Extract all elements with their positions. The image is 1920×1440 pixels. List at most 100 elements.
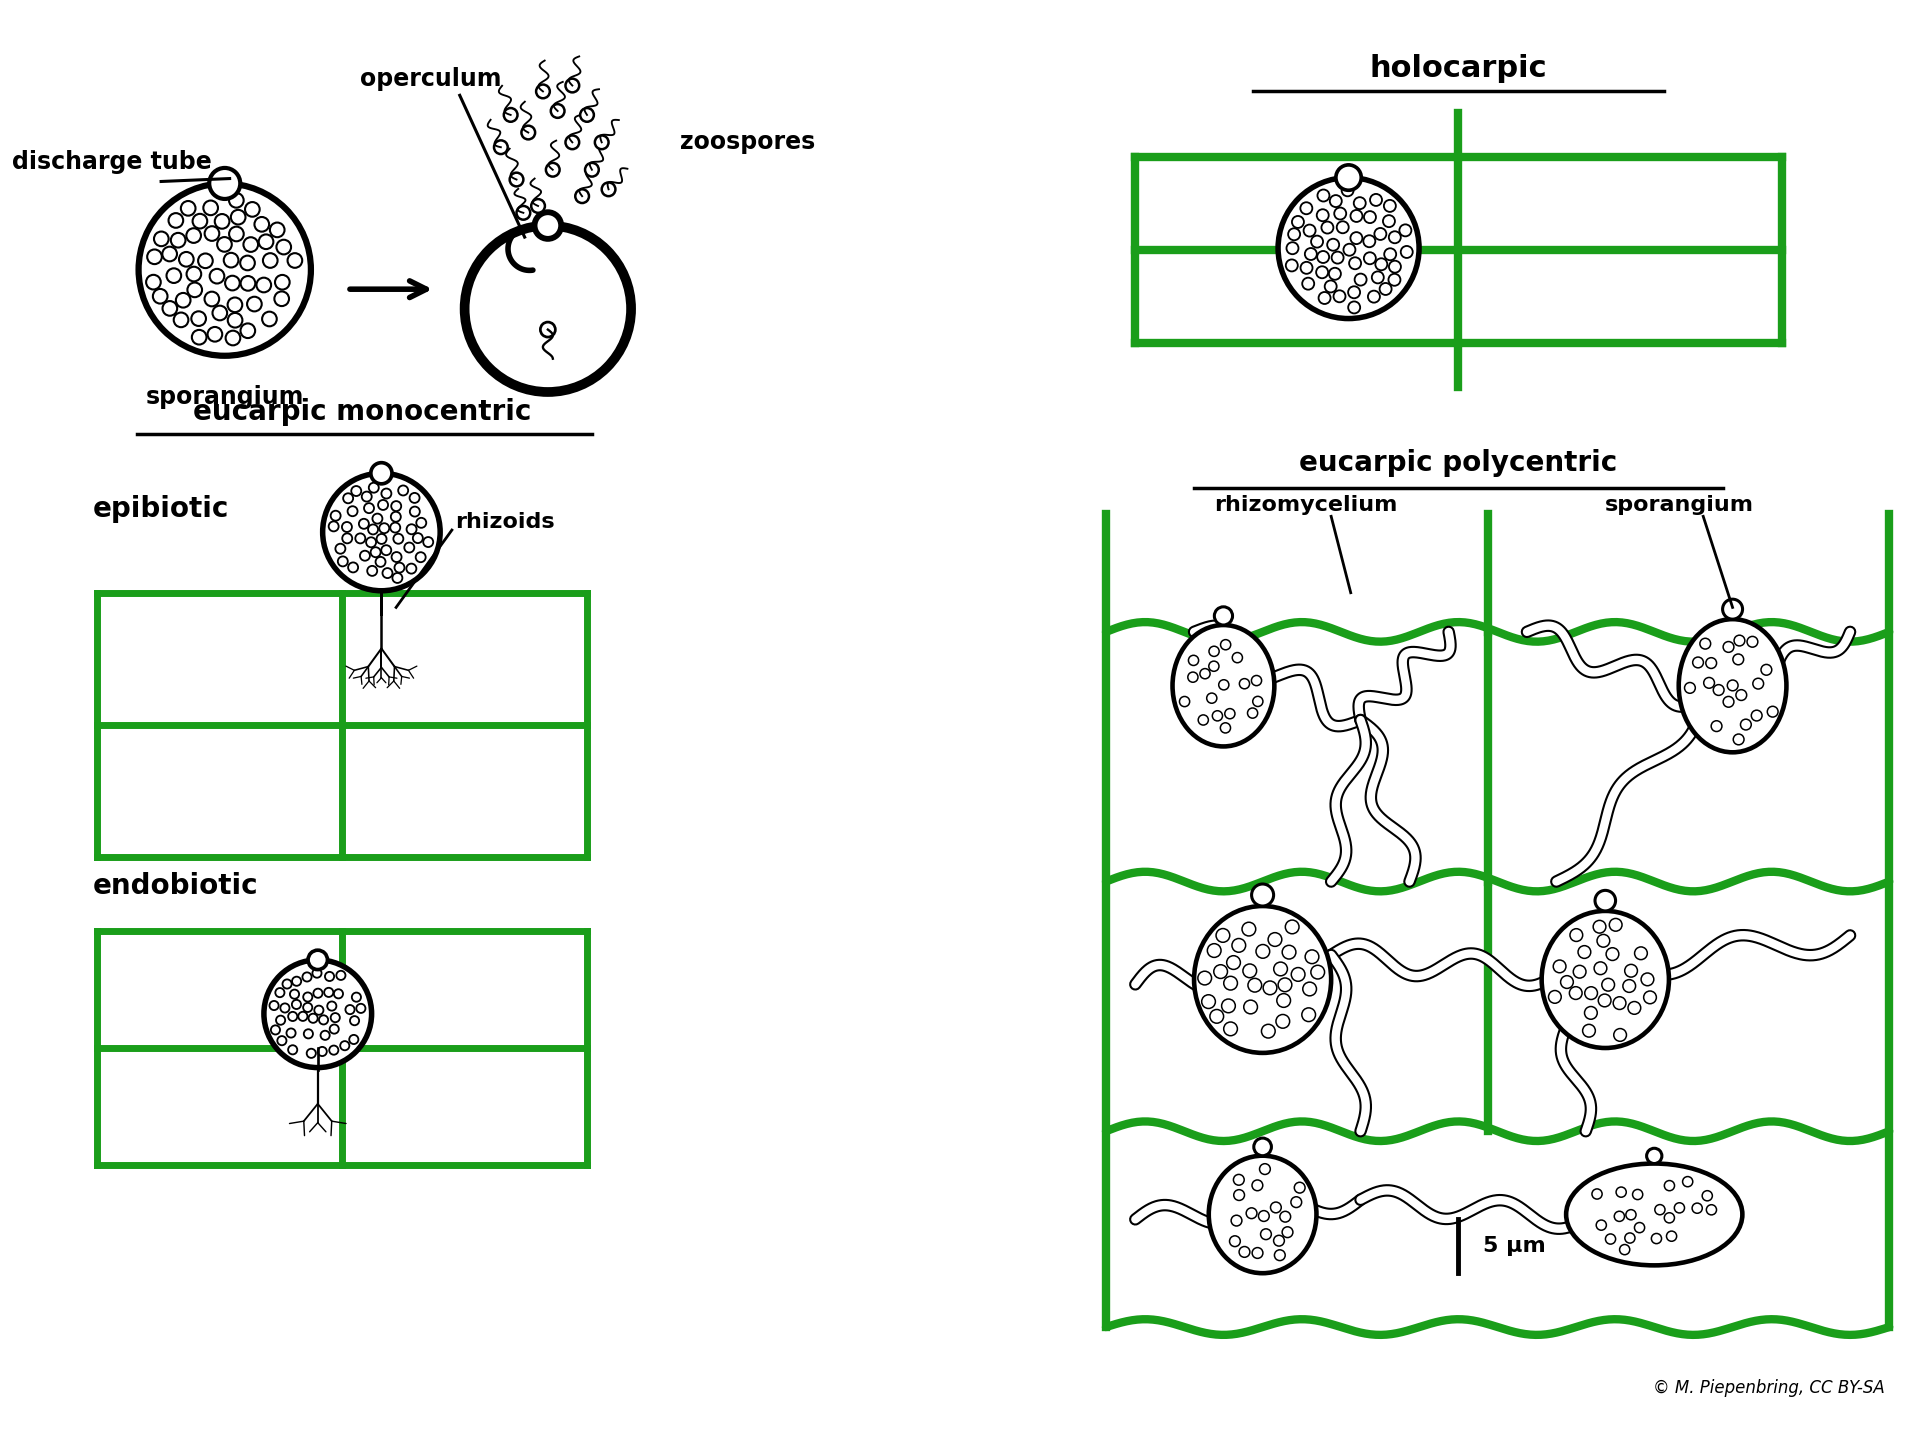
Circle shape (1584, 1007, 1597, 1020)
Text: © M. Piepenbring, CC BY-SA: © M. Piepenbring, CC BY-SA (1653, 1378, 1884, 1397)
Circle shape (1601, 978, 1615, 991)
Circle shape (1624, 1233, 1636, 1243)
Circle shape (1348, 287, 1359, 298)
Circle shape (380, 523, 390, 533)
Circle shape (1221, 723, 1231, 733)
Circle shape (276, 1037, 286, 1045)
Circle shape (1290, 1197, 1302, 1208)
Circle shape (371, 547, 380, 557)
Circle shape (215, 215, 228, 229)
Circle shape (355, 533, 365, 543)
Circle shape (1302, 1008, 1315, 1021)
Circle shape (1388, 232, 1402, 243)
Text: eucarpic monocentric: eucarpic monocentric (192, 397, 532, 426)
Circle shape (1592, 1189, 1601, 1200)
Circle shape (1400, 225, 1411, 236)
Circle shape (1233, 1175, 1244, 1185)
Circle shape (522, 125, 536, 140)
Circle shape (394, 563, 405, 573)
Circle shape (1371, 271, 1384, 284)
Circle shape (1254, 1138, 1271, 1156)
Circle shape (1642, 973, 1653, 986)
Circle shape (321, 1031, 330, 1040)
Circle shape (307, 950, 328, 969)
Circle shape (1256, 945, 1269, 958)
Circle shape (1632, 1189, 1644, 1200)
Circle shape (1615, 1211, 1624, 1221)
Circle shape (1248, 708, 1258, 719)
Circle shape (1306, 248, 1317, 261)
Circle shape (1235, 1189, 1244, 1201)
Circle shape (1334, 291, 1346, 302)
Circle shape (1317, 190, 1329, 202)
Circle shape (317, 1047, 326, 1056)
Circle shape (1371, 194, 1382, 206)
Circle shape (303, 992, 313, 1002)
Ellipse shape (1567, 1164, 1741, 1266)
Circle shape (365, 503, 374, 513)
Circle shape (509, 173, 524, 186)
Circle shape (1233, 939, 1246, 952)
Circle shape (1380, 284, 1392, 295)
Circle shape (1311, 236, 1323, 248)
Ellipse shape (1678, 619, 1786, 752)
Circle shape (227, 331, 240, 346)
Circle shape (1198, 714, 1208, 726)
Circle shape (269, 1001, 278, 1009)
Circle shape (1684, 683, 1695, 693)
Circle shape (271, 223, 284, 238)
Circle shape (259, 235, 273, 249)
Circle shape (417, 552, 426, 562)
Circle shape (382, 569, 392, 577)
Circle shape (1624, 965, 1638, 978)
Circle shape (545, 163, 559, 177)
Circle shape (1302, 278, 1313, 289)
Circle shape (1277, 994, 1290, 1008)
Circle shape (1242, 963, 1256, 978)
Circle shape (1292, 968, 1306, 981)
Circle shape (1238, 1247, 1250, 1257)
Circle shape (1734, 734, 1743, 744)
Circle shape (1549, 991, 1561, 1004)
Circle shape (228, 312, 242, 327)
Circle shape (263, 253, 278, 268)
Circle shape (1692, 1202, 1703, 1214)
Circle shape (324, 988, 334, 996)
Circle shape (422, 537, 434, 547)
Circle shape (390, 523, 399, 533)
Circle shape (357, 1004, 365, 1012)
Circle shape (1705, 658, 1716, 668)
Circle shape (198, 253, 213, 268)
Circle shape (342, 521, 351, 531)
Circle shape (1246, 1208, 1258, 1218)
Circle shape (1206, 693, 1217, 703)
Circle shape (255, 217, 269, 232)
Circle shape (1617, 1187, 1626, 1197)
Circle shape (244, 238, 257, 252)
Circle shape (392, 552, 401, 562)
Circle shape (192, 215, 207, 229)
Circle shape (1198, 971, 1212, 985)
Circle shape (1682, 1176, 1693, 1187)
Circle shape (1703, 1191, 1713, 1201)
Circle shape (392, 573, 403, 583)
Text: rhizoids: rhizoids (455, 513, 555, 533)
Text: sporangium: sporangium (1605, 494, 1755, 514)
Circle shape (595, 135, 609, 150)
Circle shape (1363, 252, 1377, 265)
Circle shape (1375, 258, 1388, 271)
Circle shape (534, 212, 561, 239)
Circle shape (1317, 251, 1329, 264)
Circle shape (1384, 248, 1396, 261)
Circle shape (271, 1025, 280, 1034)
Circle shape (351, 992, 361, 1002)
Circle shape (248, 297, 261, 311)
Circle shape (417, 518, 426, 528)
Circle shape (1651, 1234, 1661, 1244)
Circle shape (1647, 1148, 1663, 1164)
Circle shape (1375, 228, 1386, 240)
Circle shape (1572, 965, 1586, 978)
Circle shape (192, 311, 205, 325)
Circle shape (516, 206, 530, 220)
Circle shape (372, 514, 382, 524)
